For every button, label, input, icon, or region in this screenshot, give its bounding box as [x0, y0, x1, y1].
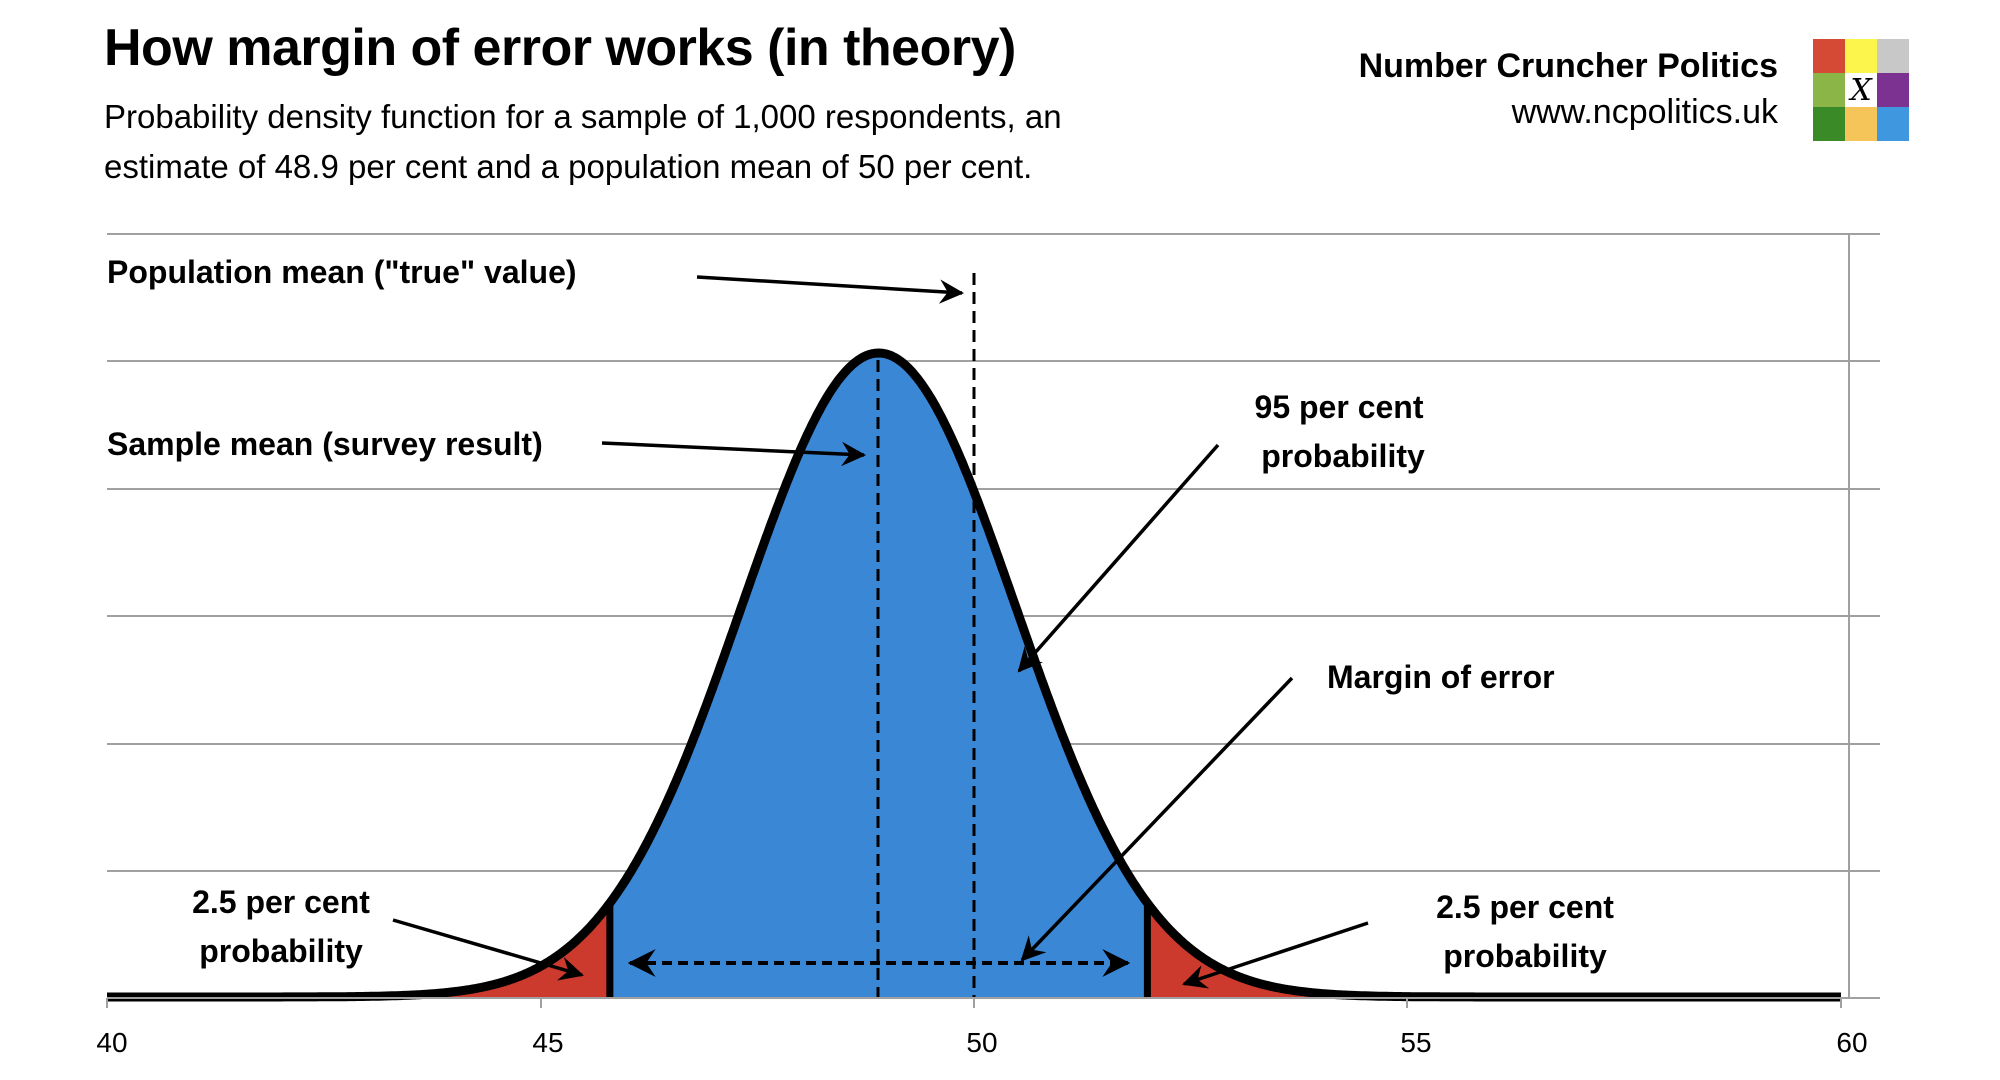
population-mean-arrow	[696, 275, 965, 304]
x-axis: 40 45 50 55 60	[96, 997, 1880, 1058]
right-tail-arrow	[1182, 921, 1369, 989]
ninety-five-label-line-1: 95 per cent	[1255, 389, 1424, 425]
left-tail-label-line-2: probability	[199, 933, 363, 969]
logo-cell	[1845, 107, 1877, 141]
right-tail-label-line-1: 2.5 per cent	[1436, 889, 1614, 925]
x-tick-label: 40	[96, 1027, 127, 1058]
annotation-arrows	[392, 275, 1369, 989]
x-tick-label: 60	[1836, 1027, 1867, 1058]
logo-cell	[1845, 39, 1877, 73]
ballot-cross-icon: X	[1845, 73, 1877, 108]
margin-of-error-label: Margin of error	[1327, 659, 1555, 695]
left-tail-region	[107, 903, 610, 997]
sample-mean-arrow	[601, 441, 867, 467]
logo-cell	[1813, 107, 1845, 141]
population-mean-label: Population mean ("true" value)	[107, 254, 577, 290]
chart-title: How margin of error works (in theory)	[104, 19, 1016, 77]
logo-cell	[1877, 73, 1909, 107]
right-tail-label-line-2: probability	[1443, 938, 1607, 974]
margin-of-error-arrow	[1020, 676, 1294, 962]
gridlines	[107, 233, 1880, 997]
brand-name: Number Cruncher Politics	[1358, 47, 1778, 85]
brand-url: www.ncpolitics.uk	[1511, 93, 1778, 131]
left-tail-label-line-1: 2.5 per cent	[192, 884, 370, 920]
ninety-five-label-line-2: probability	[1261, 438, 1425, 474]
ninety-five-arrow	[1017, 443, 1220, 673]
sample-mean-label: Sample mean (survey result)	[107, 426, 543, 462]
logo-cell	[1877, 107, 1909, 141]
logo-cell	[1877, 39, 1909, 73]
chart-subtitle: Probability density function for a sampl…	[104, 92, 1062, 192]
subtitle-line-2: estimate of 48.9 per cent and a populati…	[104, 148, 1033, 185]
logo-cell	[1813, 39, 1845, 73]
x-tick-label: 55	[1400, 1027, 1431, 1058]
subtitle-line-1: Probability density function for a sampl…	[104, 98, 1062, 135]
left-tail-arrow	[392, 918, 584, 981]
x-tick-label: 45	[532, 1027, 563, 1058]
logo-cell	[1813, 73, 1845, 107]
right-tail-region	[1147, 903, 1841, 997]
x-tick-label: 50	[966, 1027, 997, 1058]
brand-block: Number Cruncher Politics www.ncpolitics.…	[1359, 44, 1778, 136]
brand-logo-icon: X	[1813, 39, 1909, 141]
